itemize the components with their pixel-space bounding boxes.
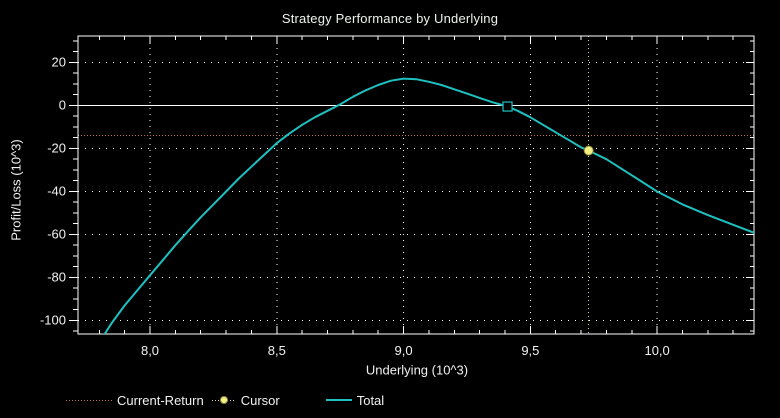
y-tick-label: -60 [47,226,66,241]
cursor-point[interactable] [583,145,594,156]
total-legend-swatch [325,399,352,401]
y-tick-label: -100 [40,312,66,327]
current-return-legend-swatch [66,399,112,401]
x-tick-label: 9,0 [395,343,413,358]
y-tick-label: 0 [59,97,66,112]
legend-label: Current-Return [117,392,204,408]
plot-border [77,35,755,335]
plot-area[interactable] [78,36,754,334]
legend-item-total[interactable]: Total [325,392,385,408]
x-tick-label: 9,5 [521,343,539,358]
total-line [103,77,754,334]
x-axis-title: Underlying (10^3) [365,362,469,378]
breakeven-marker [502,101,513,112]
y-tick-label: -40 [47,183,66,198]
legend-item-current-return[interactable]: Current-Return [66,393,204,408]
x-tick-label: 8,5 [268,343,286,358]
cursor-legend-swatch [211,396,236,404]
legend-item-cursor[interactable]: Cursor [211,392,280,408]
x-tick-label: 10,0 [644,343,669,358]
chart-title: Strategy Performance by Underlying [281,11,499,26]
y-tick-label: -20 [47,140,66,155]
legend-label: Cursor [240,392,280,408]
y-tick-label: 20 [52,54,66,69]
legend-label: Total [356,392,385,408]
cursor-dot-icon [219,396,228,404]
chart-legend: Current-Return Cursor Total [66,391,384,409]
x-tick-label: 8,0 [141,343,159,358]
y-tick-label: -80 [47,269,66,284]
